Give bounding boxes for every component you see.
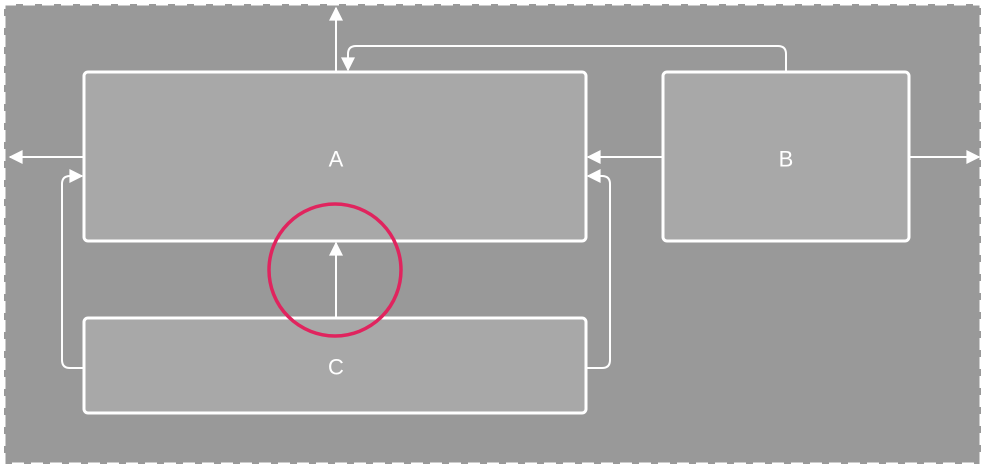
node-a-label: A <box>329 147 344 172</box>
highlight-circle <box>267 202 403 338</box>
node-b-box <box>661 70 911 243</box>
node-a-box <box>82 70 588 243</box>
node-a[interactable]: A <box>82 70 588 243</box>
edge-c-to-a-right <box>586 169 611 369</box>
edge-b-to-a-top <box>341 45 787 72</box>
node-b[interactable]: B <box>661 70 911 243</box>
node-c-box <box>82 316 588 415</box>
node-c-label: C <box>328 355 344 380</box>
edges <box>8 6 981 369</box>
node-c[interactable]: C <box>82 316 588 415</box>
node-b-label: B <box>779 147 794 172</box>
edge-c-to-a-left <box>61 169 84 369</box>
